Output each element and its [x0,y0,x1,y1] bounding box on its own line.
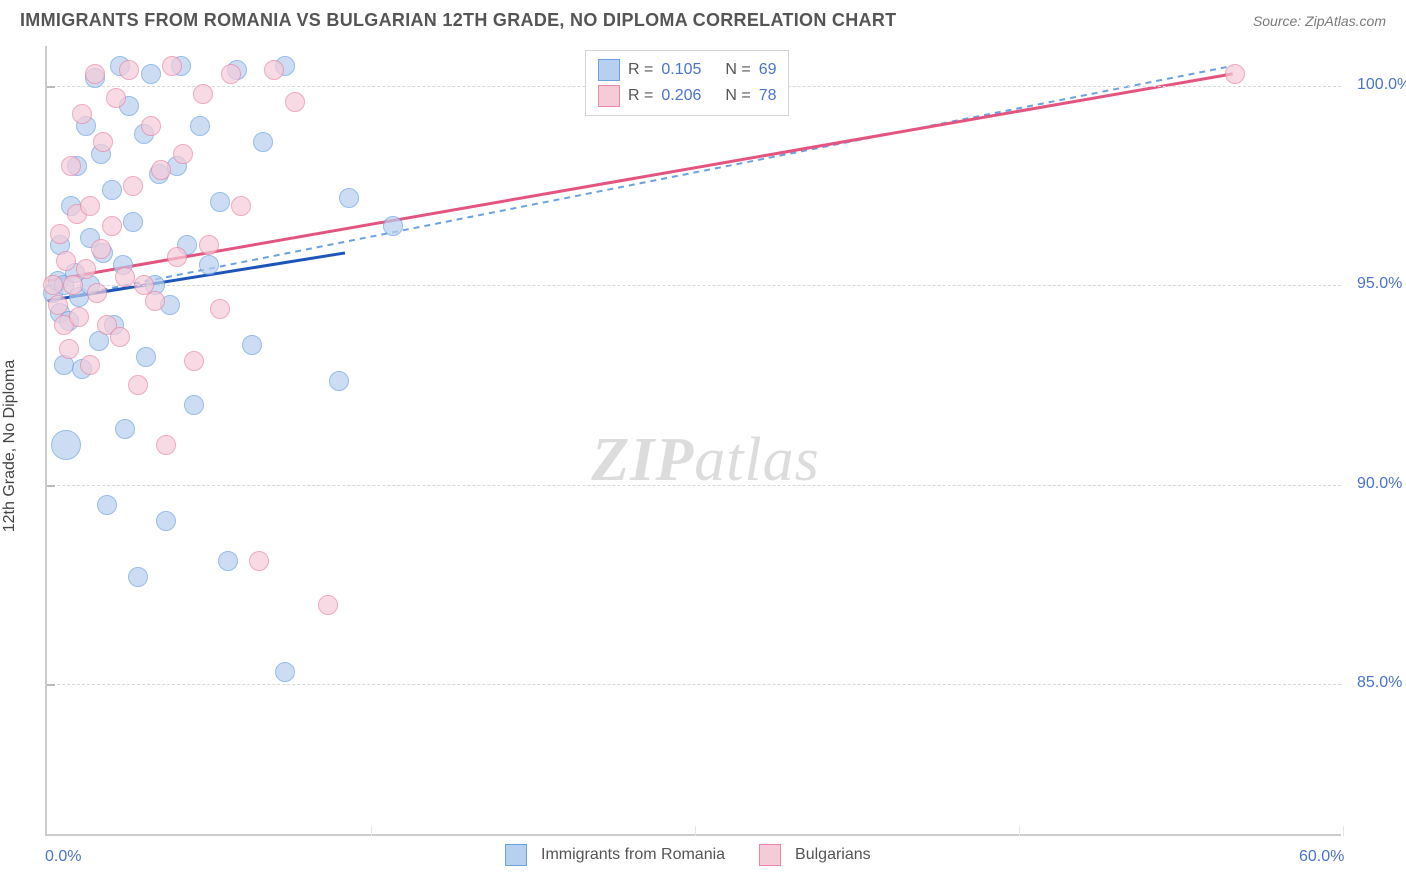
data-point-romania [383,216,403,236]
data-point-romania [102,180,122,200]
data-point-romania [123,212,143,232]
legend-bottom-swatch-romania [505,844,527,866]
ytick-label: 90.0% [1357,475,1402,493]
legend-R-value-bulgaria: 0.206 [661,87,717,105]
data-point-bulgaria [87,283,107,303]
series-legend: Immigrants from Romania Bulgarians [505,844,891,866]
data-point-bulgaria [59,339,79,359]
data-point-romania [199,255,219,275]
legend-N-value-romania: 69 [759,61,777,79]
data-point-romania [218,551,238,571]
data-point-bulgaria [106,88,126,108]
correlation-legend: R = 0.105 N = 69 R = 0.206 N = 78 [585,50,789,116]
data-point-bulgaria [93,132,113,152]
gridline-h [47,684,1341,685]
data-point-bulgaria [173,144,193,164]
data-point-romania [51,430,81,460]
legend-swatch-bulgaria [598,85,620,107]
data-point-bulgaria [318,595,338,615]
legend-N-label: N = [725,61,750,79]
ytick-label: 100.0% [1357,76,1406,94]
data-point-romania [253,132,273,152]
data-point-bulgaria [141,116,161,136]
source-prefix: Source: [1253,13,1305,29]
xtick [695,826,696,836]
data-point-bulgaria [69,307,89,327]
data-point-romania [97,495,117,515]
data-point-bulgaria [1225,64,1245,84]
data-point-romania [141,64,161,84]
data-point-bulgaria [128,375,148,395]
data-point-bulgaria [199,235,219,255]
plot-area: ZIPatlas 85.0%90.0%95.0%100.0%0.0%60.0% [45,46,1341,836]
data-point-bulgaria [285,92,305,112]
gridline-h [47,285,1341,286]
data-point-romania [242,335,262,355]
data-point-bulgaria [156,435,176,455]
data-point-romania [128,567,148,587]
data-point-bulgaria [61,156,81,176]
data-point-bulgaria [249,551,269,571]
xtick [1019,826,1020,836]
gridline-h [47,485,1341,486]
legend-row-bulgaria: R = 0.206 N = 78 [598,83,776,109]
data-point-bulgaria [80,196,100,216]
data-point-bulgaria [210,299,230,319]
chart-title: IMMIGRANTS FROM ROMANIA VS BULGARIAN 12T… [20,10,896,31]
data-point-bulgaria [221,64,241,84]
scatter-chart: ZIPatlas 85.0%90.0%95.0%100.0%0.0%60.0% … [45,46,1341,836]
legend-row-romania: R = 0.105 N = 69 [598,57,776,83]
legend-R-label: R = [628,87,653,105]
data-point-bulgaria [102,216,122,236]
legend-R-label: R = [628,61,653,79]
xtick [371,826,372,836]
ytick [47,86,55,88]
xtick-label: 0.0% [45,848,81,866]
ytick [47,485,55,487]
y-axis-label: 12th Grade, No Diploma [1,360,19,533]
legend-N-label: N = [725,87,750,105]
data-point-bulgaria [110,327,130,347]
legend-swatch-romania [598,59,620,81]
data-point-bulgaria [48,295,68,315]
trend-lines-layer [47,46,1341,834]
data-point-bulgaria [72,104,92,124]
xtick [1343,826,1344,836]
data-point-romania [136,347,156,367]
data-point-bulgaria [50,224,70,244]
legend-bottom-swatch-bulgaria [759,844,781,866]
data-point-romania [156,511,176,531]
data-point-romania [339,188,359,208]
data-point-bulgaria [167,247,187,267]
legend-bottom-label-romania: Immigrants from Romania [541,846,725,864]
data-point-romania [190,116,210,136]
data-point-romania [210,192,230,212]
legend-bottom-label-bulgaria: Bulgarians [795,846,871,864]
ytick-label: 85.0% [1357,674,1402,692]
data-point-bulgaria [85,64,105,84]
source-name: ZipAtlas.com [1305,13,1386,29]
data-point-bulgaria [184,351,204,371]
ytick-label: 95.0% [1357,275,1402,293]
data-point-bulgaria [193,84,213,104]
xtick-label: 60.0% [1299,848,1344,866]
data-point-bulgaria [119,60,139,80]
legend-N-value-bulgaria: 78 [759,87,777,105]
legend-R-value-romania: 0.105 [661,61,717,79]
ytick [47,684,55,686]
data-point-bulgaria [264,60,284,80]
data-point-romania [115,419,135,439]
data-point-romania [184,395,204,415]
data-point-romania [275,662,295,682]
data-point-bulgaria [123,176,143,196]
data-point-bulgaria [231,196,251,216]
data-point-bulgaria [80,355,100,375]
data-point-romania [329,371,349,391]
source-credit: Source: ZipAtlas.com [1253,13,1386,29]
